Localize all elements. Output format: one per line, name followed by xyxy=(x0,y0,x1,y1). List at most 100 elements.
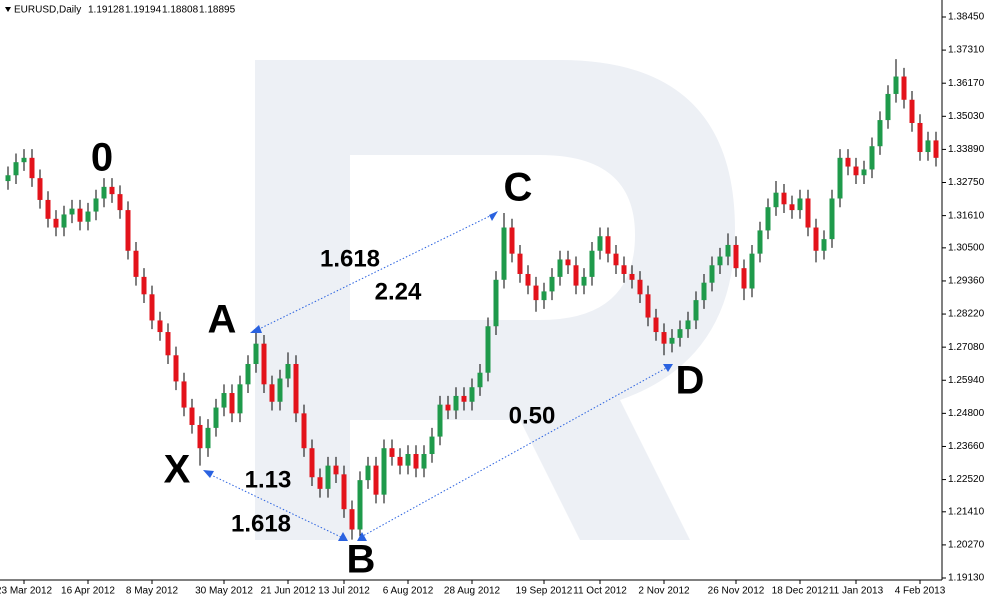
annotation: X xyxy=(164,448,191,492)
candle-body xyxy=(21,157,27,163)
candle-body xyxy=(101,186,107,199)
y-tick-label: 1.33890 xyxy=(948,144,985,155)
candle-body xyxy=(197,424,203,449)
candle-body xyxy=(141,276,147,295)
y-tick-label: 1.35030 xyxy=(948,111,985,122)
candle-body xyxy=(557,259,563,277)
arrow-head xyxy=(357,532,367,541)
chart-title: EURUSD,Daily xyxy=(14,5,81,16)
y-tick-label: 1.30500 xyxy=(948,242,985,253)
y-tick-label: 1.37310 xyxy=(948,45,985,56)
candle-body xyxy=(461,395,467,402)
annotation: D xyxy=(676,359,705,403)
wave-pattern xyxy=(203,211,673,541)
candle-body xyxy=(309,448,315,478)
candle-body xyxy=(357,480,363,530)
y-tick-label: 1.22520 xyxy=(948,474,985,485)
candle-body xyxy=(445,404,451,411)
x-tick-label: 11 Jan 2013 xyxy=(829,586,884,597)
candle-body xyxy=(269,384,275,402)
x-tick-label: 2 Nov 2012 xyxy=(638,586,690,597)
candle-body xyxy=(133,250,139,277)
candle-body xyxy=(189,407,195,425)
x-tick-label: 30 May 2012 xyxy=(195,586,253,597)
candle-body xyxy=(85,211,91,222)
arrow-head xyxy=(250,325,262,333)
candle-body xyxy=(301,413,307,449)
candle-body xyxy=(421,454,427,469)
y-tick-label: 1.27080 xyxy=(948,342,985,353)
candle-body xyxy=(893,76,899,94)
annotation: 1.618 xyxy=(320,245,380,272)
candle-body xyxy=(613,253,619,266)
candle-body xyxy=(797,198,803,211)
candle-body xyxy=(821,239,827,251)
candle-body xyxy=(237,384,243,414)
x-tick-label: 11 Oct 2012 xyxy=(573,586,627,597)
y-tick-label: 1.32750 xyxy=(948,177,985,188)
candle-body xyxy=(805,198,811,228)
header-value: 1.19194 xyxy=(125,5,162,16)
arrow-head xyxy=(489,211,498,221)
candle-body xyxy=(509,227,515,254)
candle-body xyxy=(629,273,635,280)
y-tick-label: 1.28220 xyxy=(948,309,985,320)
candle-body xyxy=(61,214,67,228)
candle-body xyxy=(293,363,299,414)
candle-body xyxy=(637,279,643,295)
candle-body xyxy=(661,332,667,344)
candle-body xyxy=(581,276,587,286)
annotation: 1.13 xyxy=(245,466,292,493)
candle-body xyxy=(813,227,819,251)
candle-body xyxy=(429,436,435,455)
annotation: 1.618 xyxy=(231,510,291,537)
candle-body xyxy=(749,253,755,289)
candle-body xyxy=(277,378,283,402)
candle-body xyxy=(645,294,651,318)
candle-body xyxy=(901,76,907,100)
candle-body xyxy=(501,227,507,280)
x-tick-label: 21 Jun 2012 xyxy=(260,586,315,597)
candle-body xyxy=(525,273,531,286)
arrow-head xyxy=(203,470,214,478)
arrow-head xyxy=(663,364,673,372)
candle-body xyxy=(573,265,579,286)
candle-body xyxy=(373,465,379,495)
candle-body xyxy=(165,332,171,356)
candle-body xyxy=(341,474,347,510)
candle-body xyxy=(333,465,339,475)
candle-body xyxy=(853,166,859,176)
x-tick-label: 6 Aug 2012 xyxy=(383,586,434,597)
header-value: 1.18808 xyxy=(162,5,199,16)
x-tick-label: 4 Feb 2013 xyxy=(895,586,946,597)
candle-body xyxy=(869,146,875,170)
x-tick-label: 18 Dec 2012 xyxy=(772,586,829,597)
menu-arrow[interactable] xyxy=(5,7,11,12)
candle-body xyxy=(229,393,235,414)
candle-body xyxy=(157,320,163,333)
candle-body xyxy=(493,279,499,327)
candle-body xyxy=(605,236,611,254)
x-tick-label: 19 Sep 2012 xyxy=(516,586,573,597)
candle-body xyxy=(29,157,35,179)
candle-body xyxy=(93,198,99,212)
candle-body xyxy=(221,393,227,408)
y-tick-label: 1.19130 xyxy=(948,573,985,584)
x-tick-label: 13 Jul 2012 xyxy=(318,586,370,597)
candle-body xyxy=(69,208,75,215)
candle-body xyxy=(621,265,627,274)
pattern-line xyxy=(206,472,344,539)
y-tick-label: 1.21410 xyxy=(948,506,985,517)
candle-body xyxy=(861,169,867,176)
candle-body xyxy=(653,317,659,333)
candle-body xyxy=(317,477,323,489)
y-tick-label: 1.29360 xyxy=(948,276,985,287)
candle-body xyxy=(757,230,763,254)
annotation: 2.24 xyxy=(375,278,422,305)
candle-body xyxy=(349,509,355,530)
arrow-head xyxy=(338,532,348,541)
annotation: 0 xyxy=(91,136,113,180)
annotation: 0.50 xyxy=(509,402,556,429)
candle-body xyxy=(741,268,747,289)
candle-body xyxy=(53,218,59,228)
